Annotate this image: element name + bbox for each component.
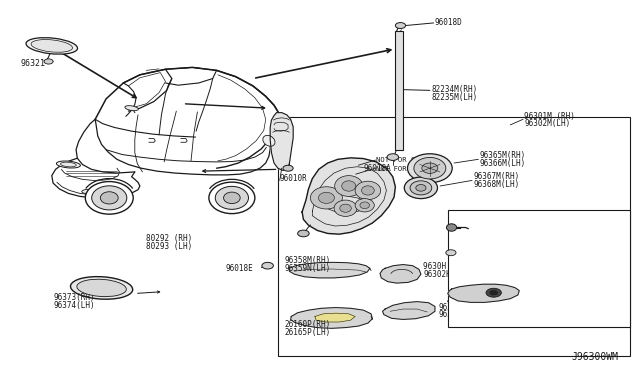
Ellipse shape: [125, 106, 138, 111]
Ellipse shape: [209, 182, 255, 214]
Text: 96358M(RH): 96358M(RH): [285, 256, 331, 265]
Text: 96018D: 96018D: [435, 19, 463, 28]
Text: 80293 (LH): 80293 (LH): [147, 241, 193, 250]
Text: 82234M(RH): 82234M(RH): [431, 85, 477, 94]
Ellipse shape: [310, 187, 342, 209]
Text: 96018A: 96018A: [364, 164, 391, 173]
Text: 96010R: 96010R: [280, 174, 307, 183]
Text: SEC.280: SEC.280: [473, 238, 506, 247]
Circle shape: [387, 154, 399, 160]
Text: 963C1(LH): 963C1(LH): [524, 294, 566, 302]
Ellipse shape: [56, 161, 81, 168]
Text: 96018E: 96018E: [225, 264, 253, 273]
Polygon shape: [383, 302, 435, 320]
Ellipse shape: [92, 186, 127, 210]
Text: 26165P(LH): 26165P(LH): [285, 327, 331, 337]
Ellipse shape: [31, 39, 72, 52]
Polygon shape: [289, 262, 370, 278]
Polygon shape: [448, 284, 519, 302]
Ellipse shape: [263, 135, 275, 146]
Circle shape: [298, 230, 309, 237]
Circle shape: [490, 291, 497, 295]
Text: 96367M(RH): 96367M(RH): [473, 172, 520, 181]
Ellipse shape: [223, 192, 240, 203]
Text: 82235M(LH): 82235M(LH): [431, 93, 477, 102]
Circle shape: [44, 59, 53, 64]
Ellipse shape: [422, 163, 438, 173]
Ellipse shape: [447, 224, 457, 231]
Ellipse shape: [70, 277, 132, 299]
Ellipse shape: [410, 181, 432, 195]
Ellipse shape: [362, 186, 374, 195]
Text: (28419): (28419): [473, 244, 506, 253]
Text: 963C7M(LH): 963C7M(LH): [473, 227, 520, 237]
Text: NOT FOR SALE: NOT FOR SALE: [376, 157, 429, 163]
Ellipse shape: [85, 182, 133, 214]
Circle shape: [486, 288, 501, 297]
Ellipse shape: [355, 199, 374, 212]
Ellipse shape: [26, 38, 77, 54]
Ellipse shape: [335, 176, 363, 196]
Text: 96321: 96321: [20, 59, 45, 68]
Text: 9630H (RH): 9630H (RH): [424, 262, 470, 271]
Ellipse shape: [334, 200, 357, 217]
Text: 963C0(RH): 963C0(RH): [438, 303, 480, 312]
Text: 80292 (RH): 80292 (RH): [147, 234, 193, 243]
Polygon shape: [291, 308, 372, 328]
Circle shape: [446, 250, 456, 256]
Ellipse shape: [414, 157, 446, 179]
Bar: [448, 210, 630, 327]
Text: 963C6M(RH): 963C6M(RH): [473, 220, 520, 229]
Ellipse shape: [100, 192, 118, 204]
Bar: [278, 118, 630, 356]
Polygon shape: [302, 158, 396, 234]
Circle shape: [283, 165, 293, 171]
Text: 963C0(RH): 963C0(RH): [524, 286, 566, 295]
Text: 96373(RH): 96373(RH): [53, 294, 95, 302]
Ellipse shape: [61, 162, 76, 167]
Text: J96300WM: J96300WM: [571, 352, 618, 362]
Ellipse shape: [82, 189, 96, 194]
Text: 96374(LH): 96374(LH): [53, 301, 95, 310]
Ellipse shape: [340, 204, 351, 212]
Text: 96301M (RH): 96301M (RH): [524, 112, 575, 121]
Circle shape: [396, 23, 406, 29]
Text: 96365M(RH): 96365M(RH): [479, 151, 526, 160]
Ellipse shape: [416, 185, 426, 191]
Text: NOT FOR SALE: NOT FOR SALE: [376, 166, 429, 172]
Polygon shape: [315, 313, 355, 322]
Text: 96359N(LH): 96359N(LH): [285, 264, 331, 273]
Ellipse shape: [408, 154, 452, 183]
Bar: [396, 31, 403, 150]
Ellipse shape: [215, 186, 248, 209]
Circle shape: [262, 262, 273, 269]
Ellipse shape: [319, 192, 334, 203]
Text: 96302H(LH): 96302H(LH): [424, 270, 470, 279]
Text: 96368M(LH): 96368M(LH): [473, 180, 520, 189]
Polygon shape: [380, 264, 421, 283]
Text: 96302M(LH): 96302M(LH): [524, 119, 571, 128]
Ellipse shape: [404, 177, 438, 199]
Ellipse shape: [342, 181, 356, 191]
Text: 26160P(RH): 26160P(RH): [285, 321, 331, 330]
Text: WITH SIDE VIEW CAMERA: WITH SIDE VIEW CAMERA: [451, 213, 545, 219]
Ellipse shape: [360, 202, 369, 209]
Text: 96366M(LH): 96366M(LH): [479, 158, 526, 167]
Ellipse shape: [355, 181, 381, 200]
Ellipse shape: [77, 279, 126, 296]
Text: 963C1(LH): 963C1(LH): [438, 311, 480, 320]
Polygon shape: [270, 113, 293, 170]
